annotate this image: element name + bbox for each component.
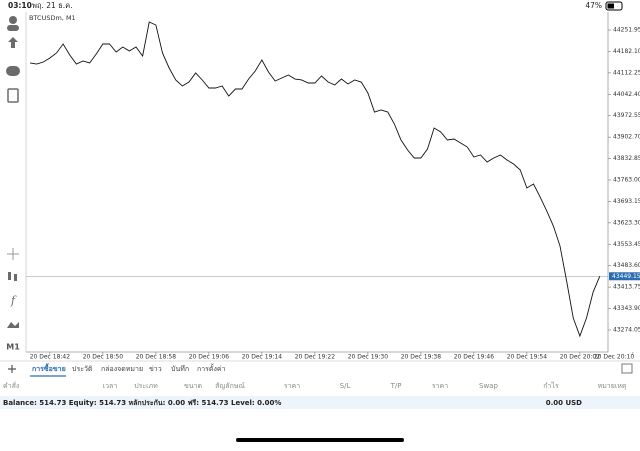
- chat-icon[interactable]: [6, 66, 20, 76]
- x-tick-label: 20 Dec 19:06: [189, 354, 230, 361]
- tabs: การซื้อขาย ประวัติ กล่องจดหมาย ข่าว บันทึก กา…: [30, 362, 226, 377]
- column-header: เวลา: [103, 382, 118, 390]
- function-icon[interactable]: f: [10, 294, 17, 307]
- objects-icon[interactable]: [7, 322, 19, 328]
- account-icon[interactable]: [9, 16, 17, 24]
- status-time: 03:10: [8, 1, 32, 10]
- indicators-icon-b: [14, 274, 17, 281]
- tab[interactable]: กล่องจดหมาย: [101, 365, 143, 373]
- column-header: ขนาด: [184, 382, 202, 390]
- battery-icon: [605, 1, 623, 11]
- y-tick-label: 43413.75: [613, 284, 640, 291]
- x-tick-label: 20 Dec 19:54: [507, 354, 548, 361]
- add-button[interactable]: [8, 365, 16, 373]
- status-battery: 47%: [585, 1, 602, 10]
- x-tick-label: 20 Dec 19:38: [401, 354, 442, 361]
- current-price-label: 43449.15: [612, 273, 640, 280]
- y-tick-label: 43693.15: [613, 198, 640, 205]
- x-tick-label: 20 Dec 20:02: [560, 354, 601, 361]
- column-header: ราคา: [432, 382, 448, 390]
- tab[interactable]: การซื้อขาย: [32, 362, 66, 373]
- current-price-box: [609, 272, 640, 281]
- battery-level: [607, 3, 614, 9]
- x-tick-label: 20 Dec 19:46: [454, 354, 495, 361]
- y-tick-label: 43832.85: [613, 155, 640, 162]
- y-tick-label: 44251.95: [613, 27, 640, 34]
- price-line-series: [29, 21, 601, 338]
- x-tick-label: 20 Dec 18:58: [136, 354, 177, 361]
- tab[interactable]: บันทึก: [171, 364, 189, 373]
- balance-total: 0.00 USD: [546, 399, 582, 407]
- table-header: คำสั่ง เวลา ประเภท ขนาด สัญลักษณ์ ราคา S/L T/P ร…: [3, 381, 627, 390]
- status-date: พฤ. 21 ธ.ค.: [32, 1, 73, 10]
- y-tick-label: 44182.10: [613, 48, 640, 55]
- y-tick-label: 43623.30: [613, 219, 640, 226]
- column-header: Swap: [479, 382, 498, 390]
- column-header: ราคา: [284, 382, 300, 390]
- column-header: กำไร: [543, 381, 559, 390]
- column-header: หมายเหตุ: [598, 382, 627, 390]
- chart: 44251.95 44182.10 44112.25 44042.40 43972.55…: [26, 21, 640, 361]
- layout-button[interactable]: [621, 363, 633, 374]
- trade-icon[interactable]: [8, 37, 18, 48]
- y-tick-label: 43902.70: [613, 134, 640, 141]
- x-tick-label: 20 Dec 18:42: [30, 354, 71, 361]
- tab[interactable]: การตั้งค่า: [197, 362, 226, 373]
- crosshair-icon[interactable]: [7, 248, 19, 260]
- y-tick-label: 43763.00: [613, 176, 640, 183]
- account-icon-body: [7, 25, 19, 31]
- left-toolbar: f: [6, 16, 20, 328]
- x-tick-label: 20 Dec 19:14: [242, 354, 283, 361]
- indicators-icon[interactable]: [8, 272, 11, 280]
- y-tick-label: 44042.40: [613, 91, 640, 98]
- x-tick-label: 20 Dec 19:30: [348, 354, 389, 361]
- balance-text: Balance: 514.73 Equity: 514.73 หลักประกั…: [3, 399, 281, 407]
- column-header: S/L: [340, 382, 351, 390]
- x-tick-label: 20 Dec 18:50: [83, 354, 124, 361]
- y-tick-label: 44112.25: [613, 69, 640, 76]
- home-indicator: [236, 438, 404, 442]
- y-tick-label: 43972.55: [613, 112, 640, 119]
- new-order-icon[interactable]: [7, 88, 19, 103]
- tab[interactable]: ข่าว: [149, 365, 162, 373]
- y-tick-label: 43553.45: [613, 241, 640, 248]
- y-tick-label: 43343.90: [613, 305, 640, 312]
- y-tick-label: 43483.60: [613, 262, 640, 269]
- column-header: T/P: [390, 382, 402, 390]
- x-tick-label: 20 Dec 20:10: [594, 354, 635, 361]
- y-tick-label: 43274.05: [613, 326, 640, 333]
- tab[interactable]: ประวัติ: [72, 365, 93, 373]
- column-header: สัญลักษณ์: [215, 382, 245, 390]
- balance-row-bg: [0, 396, 640, 409]
- symbol-label: BTCUSDm, M1: [29, 14, 76, 22]
- x-tick-label: 20 Dec 19:22: [295, 354, 336, 361]
- timeframe-button[interactable]: M1: [6, 343, 20, 352]
- column-header: ประเภท: [134, 382, 158, 390]
- column-header: คำสั่ง: [3, 381, 19, 390]
